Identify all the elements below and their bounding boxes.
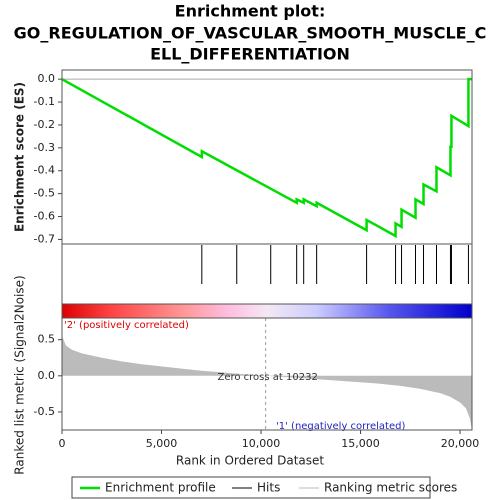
pos-label: '2' (positively correlated) <box>64 320 189 331</box>
metric-area <box>62 336 472 430</box>
y-tick-label: -0.4 <box>34 164 55 177</box>
y-tick-label: 0.0 <box>38 369 56 382</box>
legend-label: Hits <box>257 481 280 495</box>
legend-label: Enrichment profile <box>105 481 216 495</box>
y-tick-label: 0.0 <box>38 72 56 85</box>
legend-box <box>71 476 431 499</box>
y-tick-label: -0.5 <box>34 405 55 418</box>
title-line: GO_REGULATION_OF_VASCULAR_SMOOTH_MUSCLE_… <box>14 24 487 43</box>
panel-frame <box>61 317 473 431</box>
title-line: ELL_DIFFERENTIATION <box>150 45 350 64</box>
y-tick-label: -0.3 <box>34 141 55 154</box>
x-tick-label: 5,000 <box>146 437 178 450</box>
neg-label: '1' (negatively correlated) <box>276 421 405 432</box>
color-bar <box>62 304 472 318</box>
legend-label: Ranking metric scores <box>324 481 457 495</box>
title-line: Enrichment plot: <box>175 2 326 21</box>
x-axis-title: Rank in Ordered Dataset <box>176 454 324 468</box>
es-curve <box>61 77 472 239</box>
y-axis-title: Ranked list metric (Signal2Noise) <box>13 275 27 474</box>
y-tick-label: -0.7 <box>34 232 55 245</box>
y-tick-label: 0.5 <box>38 333 56 346</box>
y-tick-label: -0.1 <box>34 95 55 108</box>
x-tick-label: 0 <box>59 437 66 450</box>
panel-frame <box>61 243 473 305</box>
zero-cross-label: Zero cross at 10232 <box>217 372 317 383</box>
x-tick-label: 10,000 <box>242 437 281 450</box>
x-tick-label: 20,000 <box>441 437 480 450</box>
y-tick-label: -0.6 <box>34 210 55 223</box>
panel-frame <box>61 69 473 245</box>
x-tick-label: 15,000 <box>341 437 380 450</box>
y-tick-label: -0.5 <box>34 187 55 200</box>
y-axis-title: Enrichment score (ES) <box>13 82 27 232</box>
y-tick-label: -0.2 <box>34 118 55 131</box>
